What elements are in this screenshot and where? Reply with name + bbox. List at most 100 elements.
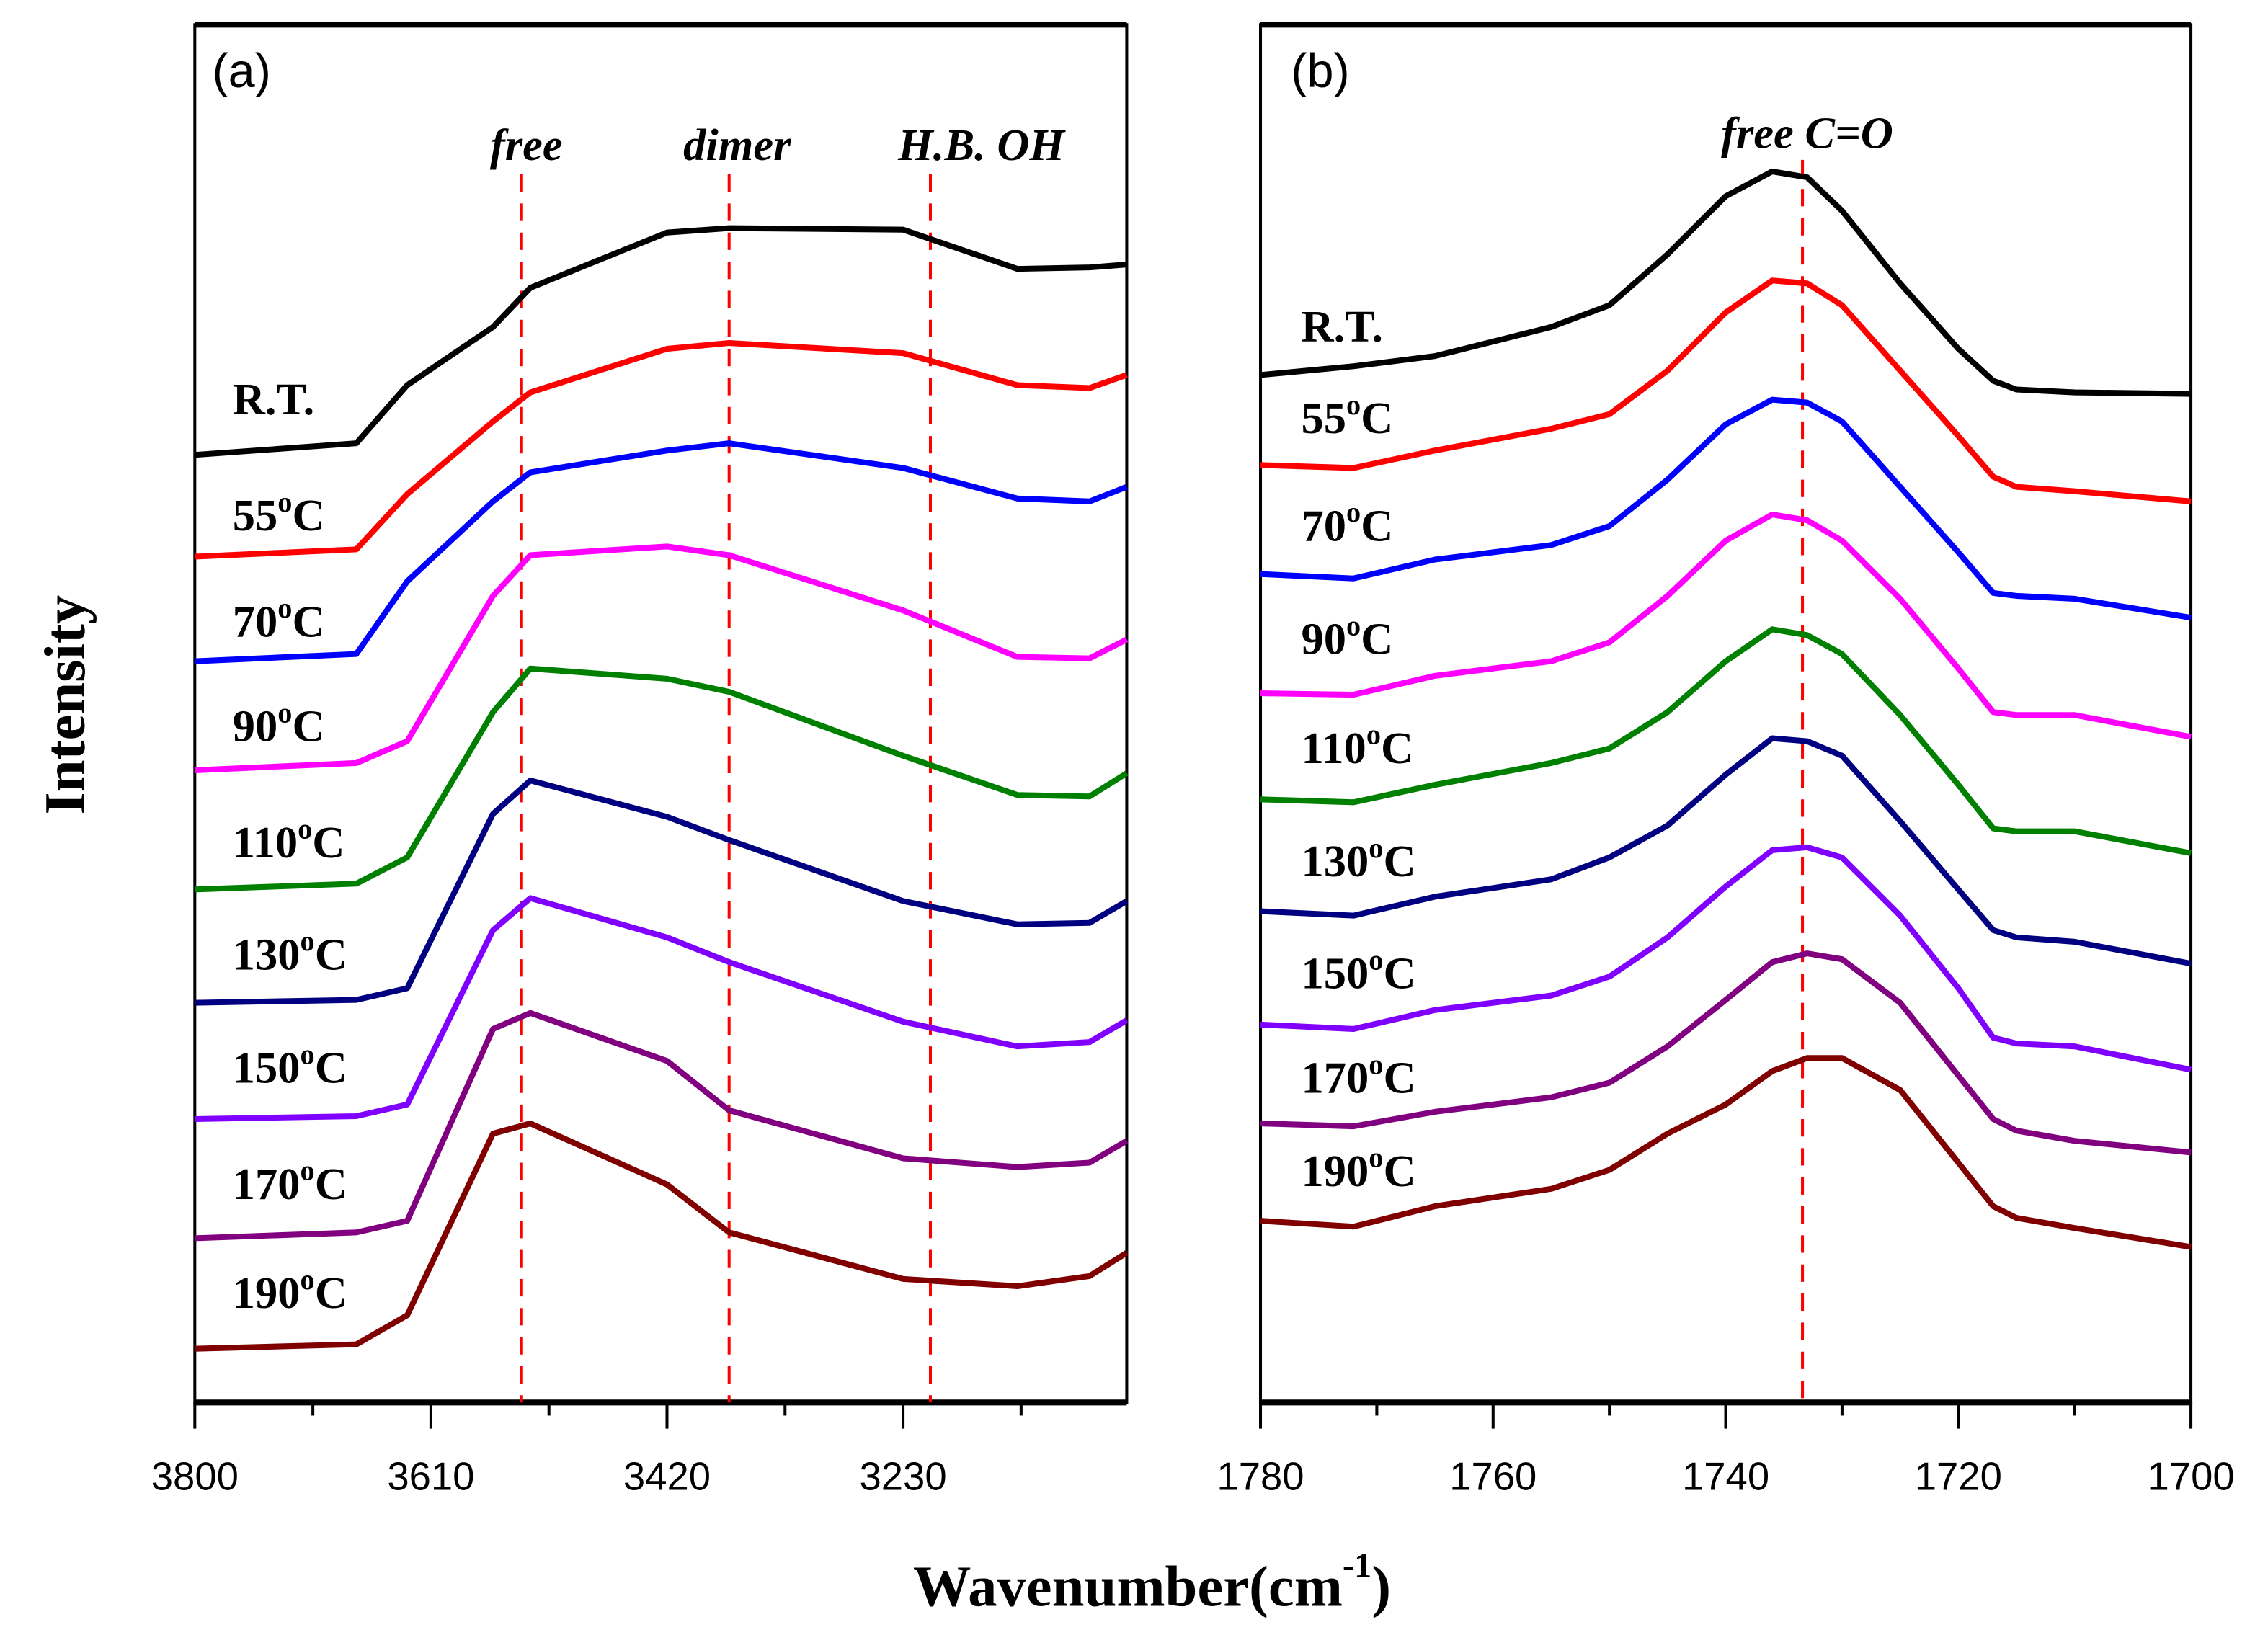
series-label: R.T. (1301, 301, 1382, 352)
series-label-unit: C (1361, 500, 1393, 551)
series-label-degree: o (301, 1038, 315, 1070)
series-label: R.T. (233, 374, 314, 424)
series-label-unit: C (1383, 836, 1415, 886)
x-tick-label: 1780 (1217, 1454, 1304, 1498)
series-label-unit: C (312, 817, 344, 868)
series-label-degree: o (301, 1154, 315, 1187)
spectrum-line-150 (195, 895, 1129, 1123)
x-tick-label: 3230 (859, 1454, 946, 1498)
x-tick-label: 1760 (1449, 1454, 1537, 1498)
x-tick-label: 3610 (387, 1454, 474, 1498)
series-label-unit: C (1361, 614, 1393, 664)
spectrum-line-110 (195, 665, 1129, 893)
series-label-degree: o (1369, 943, 1383, 976)
panel-label: (a) (213, 45, 271, 98)
series-label: 130oC (1301, 832, 1415, 886)
spectrum-line-70 (1260, 396, 2192, 621)
series-label-unit: C (315, 1159, 347, 1209)
spectrum-line-130 (1260, 735, 2192, 967)
series-label-degree: o (301, 925, 315, 957)
series-label-value: R.T. (1301, 301, 1382, 352)
x-axis-title-main: Wavenumber(cm (913, 1555, 1343, 1619)
series-label-value: 110 (1301, 723, 1366, 773)
series-label-degree: o (1346, 609, 1361, 641)
series-label-degree: o (277, 696, 292, 729)
series-label: 55oC (233, 486, 325, 540)
series-label: 110oC (233, 813, 345, 868)
x-tick-label: 3800 (151, 1454, 239, 1498)
series-label-degree: o (301, 1263, 315, 1296)
series-label-unit: C (1383, 948, 1415, 998)
series-label-degree: o (1369, 1048, 1383, 1080)
peak-annotation: H.B. OH (897, 120, 1066, 170)
series-label-unit: C (292, 701, 324, 752)
series-label-value: 55 (233, 490, 278, 540)
series-label-degree: o (1369, 832, 1383, 864)
series-label-unit: C (1383, 1146, 1415, 1196)
x-tick-label: 3420 (623, 1454, 711, 1498)
series-label: 70oC (1301, 496, 1393, 551)
series-label-value: R.T. (233, 374, 314, 424)
peak-annotation: free C=O (1721, 108, 1893, 159)
series-label-degree: o (277, 592, 292, 624)
series-label: 150oC (1301, 943, 1415, 998)
series-label: 110oC (1301, 718, 1413, 773)
series-label-unit: C (315, 929, 347, 979)
series-label-value: 190 (1301, 1146, 1369, 1196)
series-label-value: 70 (1301, 500, 1346, 551)
series-label-value: 190 (233, 1268, 301, 1318)
series-label-value: 90 (1301, 614, 1346, 664)
x-tick-label: 1720 (1915, 1454, 2002, 1498)
spectrum-line-90 (1260, 511, 2192, 740)
y-axis-title: Intensity (33, 595, 97, 815)
spectrum-line-70 (195, 440, 1128, 664)
x-tick-label: 1700 (2148, 1454, 2235, 1498)
series-label-degree: o (1346, 388, 1361, 421)
series-label-value: 150 (233, 1043, 301, 1093)
series-label-unit: C (1381, 723, 1413, 773)
series-label: 55oC (1301, 388, 1393, 443)
series-label: 190oC (1301, 1141, 1415, 1196)
series-label-value: 90 (233, 701, 278, 752)
spectrum-line-130 (195, 778, 1129, 1006)
series-label: 90oC (1301, 609, 1393, 664)
panel-label: (b) (1291, 45, 1349, 98)
x-axis-title: Wavenumber(cm-1) (913, 1546, 1391, 1618)
x-axis-title-sup: -1 (1343, 1546, 1371, 1585)
spectrum-line-150 (1260, 844, 2192, 1073)
spectrum-line-190 (195, 1121, 1129, 1352)
series-label-degree: o (1346, 496, 1361, 528)
spectrum-line-90 (195, 543, 1129, 773)
series-label-unit: C (1361, 393, 1393, 443)
x-axis-title-close: ) (1371, 1555, 1391, 1619)
series-label-value: 170 (1301, 1053, 1369, 1103)
series-label-value: 130 (1301, 836, 1369, 886)
series-label-degree: o (1366, 718, 1381, 751)
series-label-value: 150 (1301, 948, 1369, 998)
series-label: 170oC (233, 1154, 347, 1209)
series-label-unit: C (1383, 1053, 1415, 1103)
spectrum-line-190 (1260, 1055, 2192, 1250)
series-label-value: 55 (1301, 393, 1346, 443)
panel-a: 3800 3610 3420 3230 free dimer H.B. OH (a) R.T. 5… (151, 22, 1129, 1498)
series-label-unit: C (292, 490, 324, 540)
series-label-degree: o (277, 486, 292, 518)
spectrum-line-rt (195, 225, 1127, 458)
spectrum-line-110 (1260, 626, 2192, 856)
series-label-unit: C (315, 1268, 347, 1318)
spectrum-line-55 (195, 339, 1128, 560)
series-label-degree: o (298, 813, 312, 845)
series-label-unit: C (292, 596, 324, 646)
series-label: 190oC (233, 1263, 347, 1318)
spectrum-line-rt (1260, 168, 2192, 397)
series-label-unit: C (315, 1043, 347, 1093)
series-label: 90oC (233, 696, 325, 751)
series-label-value: 70 (233, 596, 278, 646)
series-label-value: 110 (233, 817, 298, 868)
peak-annotation: free (490, 120, 563, 170)
series-label-value: 130 (233, 929, 301, 979)
x-tick-label: 1740 (1682, 1454, 1769, 1498)
peak-annotation: dimer (683, 120, 791, 170)
